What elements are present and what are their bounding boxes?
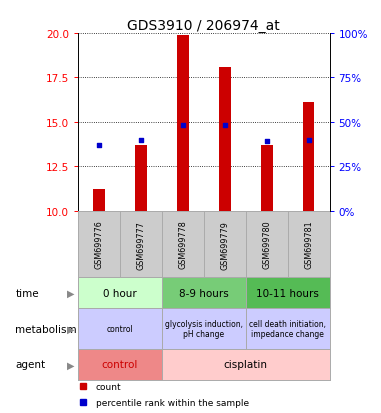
Text: percentile rank within the sample: percentile rank within the sample <box>96 398 249 407</box>
Bar <box>135 146 147 211</box>
Text: 10-11 hours: 10-11 hours <box>256 288 319 298</box>
Text: GSM699779: GSM699779 <box>220 220 229 269</box>
Bar <box>78 278 162 308</box>
Point <box>222 123 228 129</box>
Text: GSM699777: GSM699777 <box>136 220 146 269</box>
Text: ▶: ▶ <box>67 288 74 298</box>
Text: glycolysis induction,
pH change: glycolysis induction, pH change <box>165 319 243 338</box>
Bar <box>219 68 231 211</box>
Text: cell death initiation,
impedance change: cell death initiation, impedance change <box>249 319 326 338</box>
Point <box>264 139 270 145</box>
Bar <box>78 349 162 380</box>
Bar <box>261 146 272 211</box>
Text: 8-9 hours: 8-9 hours <box>179 288 229 298</box>
Bar <box>162 278 246 308</box>
Point <box>180 123 186 129</box>
Bar <box>93 190 105 211</box>
Text: agent: agent <box>15 360 45 370</box>
Bar <box>78 308 162 349</box>
Text: GSM699781: GSM699781 <box>304 220 313 269</box>
Text: 0 hour: 0 hour <box>103 288 137 298</box>
Text: GSM699780: GSM699780 <box>262 220 271 269</box>
Point <box>306 137 312 144</box>
Text: ▶: ▶ <box>67 360 74 370</box>
Text: GSM699778: GSM699778 <box>178 220 187 269</box>
Text: control: control <box>107 324 133 333</box>
Bar <box>246 308 330 349</box>
Text: ▶: ▶ <box>67 324 74 334</box>
Title: GDS3910 / 206974_at: GDS3910 / 206974_at <box>128 19 280 33</box>
Point <box>138 137 144 144</box>
Bar <box>177 36 189 211</box>
Text: metabolism: metabolism <box>15 324 77 334</box>
Text: cisplatin: cisplatin <box>224 360 268 370</box>
Bar <box>162 308 246 349</box>
Text: GSM699776: GSM699776 <box>94 220 104 269</box>
Text: count: count <box>96 382 121 391</box>
Bar <box>303 103 314 211</box>
Point <box>96 142 102 149</box>
Text: time: time <box>15 288 39 298</box>
Bar <box>162 349 330 380</box>
Bar <box>246 278 330 308</box>
Text: control: control <box>102 360 138 370</box>
